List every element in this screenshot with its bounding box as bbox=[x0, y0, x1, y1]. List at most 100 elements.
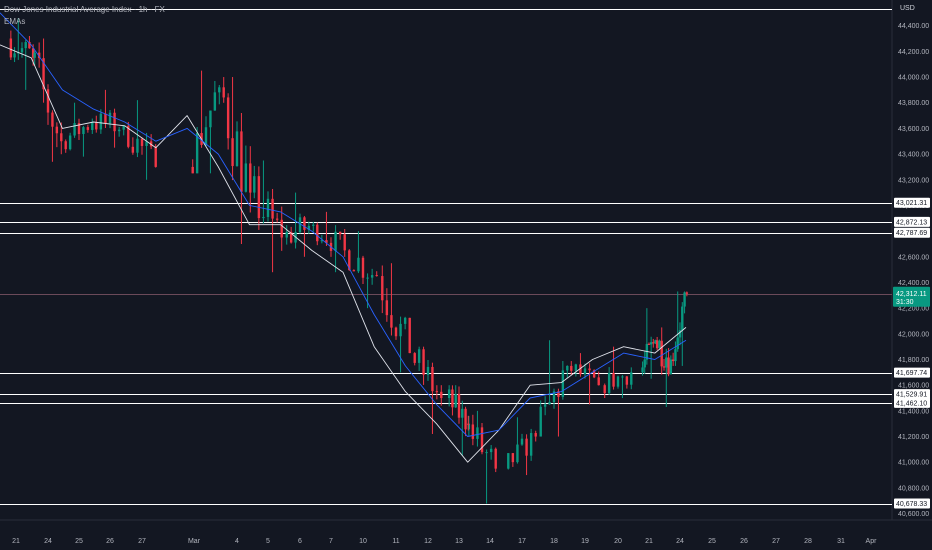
candle-body-114 bbox=[548, 402, 551, 405]
candle-body-68 bbox=[338, 231, 342, 235]
candle-body-86 bbox=[422, 349, 425, 375]
level-badge-6 bbox=[894, 397, 930, 408]
candle-body-122 bbox=[583, 368, 587, 375]
candle-body-40 bbox=[213, 92, 217, 111]
candle-body-151 bbox=[681, 306, 684, 331]
candle-body-54 bbox=[275, 218, 279, 220]
candle-body-125 bbox=[597, 377, 600, 386]
candle-body-27 bbox=[122, 125, 125, 130]
y-tick-label: 44,200.00 bbox=[898, 49, 929, 56]
candle-body-130 bbox=[621, 376, 624, 378]
candle-body-105 bbox=[507, 453, 510, 469]
level-badge-3 bbox=[894, 227, 930, 238]
candle-body-13 bbox=[60, 133, 63, 142]
candle-body-38 bbox=[204, 127, 208, 145]
candle-body-64 bbox=[320, 240, 324, 242]
candle-body-89 bbox=[435, 391, 439, 393]
candle-body-53 bbox=[271, 198, 274, 219]
horizontal-levels bbox=[0, 9, 892, 505]
x-tick-label: 14 bbox=[486, 538, 494, 545]
candle-body-51 bbox=[262, 216, 265, 219]
level-badge-1 bbox=[894, 197, 930, 208]
candle-body-22 bbox=[99, 113, 103, 130]
candle-body-16 bbox=[73, 123, 76, 136]
candle-body-25 bbox=[113, 112, 116, 132]
candle-body-44 bbox=[231, 138, 234, 167]
candle-body-94 bbox=[457, 393, 461, 418]
candle-body-153 bbox=[685, 292, 689, 294]
candle-body-11 bbox=[51, 112, 54, 127]
candle-body-149 bbox=[676, 337, 679, 350]
candle-body-120 bbox=[574, 364, 578, 371]
level-badge-label: 42,872.13 bbox=[896, 219, 927, 226]
candle-body-34 bbox=[154, 146, 157, 167]
candle-body-21 bbox=[95, 121, 98, 130]
candle-body-20 bbox=[91, 121, 94, 130]
chart-legend: Dow Jones Industrial Average Index · 1h … bbox=[4, 4, 165, 28]
candle-body-42 bbox=[222, 87, 225, 98]
candle-body-97 bbox=[467, 423, 471, 430]
candle-body-132 bbox=[630, 372, 633, 385]
candle-body-5 bbox=[28, 42, 31, 49]
x-tick-label: 25 bbox=[75, 538, 83, 545]
candle-body-14 bbox=[64, 141, 67, 150]
y-tick-label: 41,000.00 bbox=[898, 460, 929, 467]
candle-body-104 bbox=[494, 448, 497, 469]
candle-body-131 bbox=[625, 376, 629, 385]
candle-body-62 bbox=[312, 224, 315, 226]
y-tick-label: 43,800.00 bbox=[898, 100, 929, 107]
x-tick-label: 12 bbox=[424, 538, 432, 545]
candle-body-81 bbox=[399, 323, 402, 337]
candle-body-139 bbox=[654, 340, 657, 344]
y-tick-label: 41,800.00 bbox=[898, 357, 929, 364]
candle-body-1 bbox=[13, 53, 16, 58]
x-tick-label: 26 bbox=[106, 538, 114, 545]
candle-body-129 bbox=[616, 376, 620, 387]
candle-body-77 bbox=[381, 276, 384, 301]
x-tick-label: 25 bbox=[708, 538, 716, 545]
candle-body-48 bbox=[249, 163, 252, 193]
y-tick-label: 40,800.00 bbox=[898, 485, 929, 492]
candle-body-87 bbox=[426, 366, 430, 375]
candle-body-110 bbox=[529, 433, 533, 456]
currency-label[interactable]: USD bbox=[900, 5, 915, 12]
candle-body-6 bbox=[31, 48, 35, 58]
candle-body-107 bbox=[516, 444, 519, 463]
y-tick-label: 44,000.00 bbox=[898, 75, 929, 82]
x-tick-label: 28 bbox=[804, 538, 812, 545]
candle-body-76 bbox=[375, 275, 378, 277]
candle-body-59 bbox=[298, 217, 302, 233]
x-tick-label: 21 bbox=[645, 538, 653, 545]
x-tick-label: 4 bbox=[235, 538, 239, 545]
x-tick-label: 19 bbox=[581, 538, 589, 545]
indicator-label[interactable]: EMAs bbox=[4, 17, 26, 26]
candle-body-80 bbox=[394, 327, 398, 337]
candle-body-118 bbox=[566, 365, 569, 371]
candle-body-26 bbox=[117, 129, 121, 132]
y-tick-label: 43,400.00 bbox=[898, 152, 929, 159]
candle-body-106 bbox=[511, 453, 515, 463]
candle-body-24 bbox=[108, 112, 112, 124]
candle-body-65 bbox=[325, 240, 328, 243]
time-axis[interactable]: 21 24 25 26 27 Mar 4 5 6 7 10 11 12 13 14 17 18 19 20 21 24 2… bbox=[12, 538, 877, 545]
candle-body-123 bbox=[588, 368, 591, 371]
candle-body-36 bbox=[195, 133, 199, 174]
symbol-title[interactable]: Dow Jones Industrial Average Index · 1h … bbox=[4, 5, 165, 14]
candle-body-7 bbox=[33, 52, 36, 58]
candle-body-90 bbox=[440, 391, 443, 399]
y-tick-label: 41,600.00 bbox=[898, 383, 929, 390]
last-price-countdown: 31:30 bbox=[896, 299, 914, 306]
candle-body-78 bbox=[385, 300, 389, 316]
candle-body-150 bbox=[678, 330, 682, 338]
candle-body-28 bbox=[127, 125, 130, 147]
candle-body-12 bbox=[55, 126, 59, 134]
candle-body-127 bbox=[607, 372, 611, 394]
candle-body-119 bbox=[570, 365, 573, 371]
last-price-badge bbox=[893, 286, 930, 307]
candle-body-15 bbox=[68, 135, 72, 150]
y-tick-label: 41,400.00 bbox=[898, 408, 929, 415]
candle-body-117 bbox=[561, 370, 565, 397]
candle-body-17 bbox=[77, 123, 81, 135]
